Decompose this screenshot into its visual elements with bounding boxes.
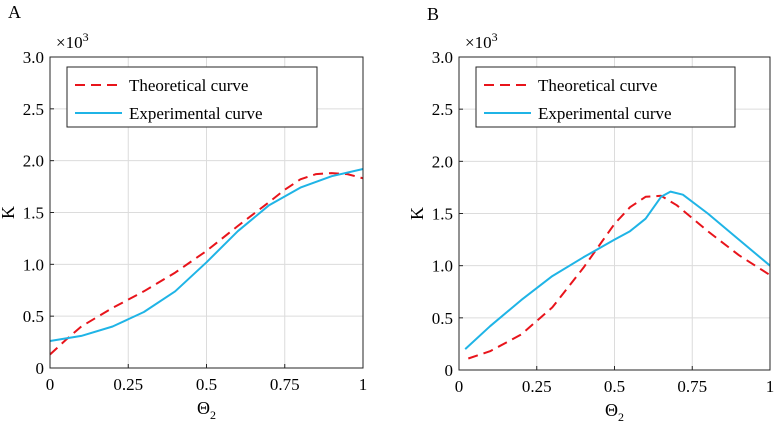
x-axis-label-main: Θ xyxy=(197,398,210,418)
x-tick-label: 0.5 xyxy=(196,375,217,394)
x-tick-label: 1 xyxy=(359,375,368,394)
y-tick-label: 1.0 xyxy=(23,255,44,274)
y-tick-label: 1.5 xyxy=(23,204,44,223)
panel-label: A xyxy=(8,2,21,22)
y-tick-label: 0.5 xyxy=(432,309,453,328)
legend-box xyxy=(475,66,736,128)
x-tick-label: 0.75 xyxy=(677,377,707,396)
multiplier-exponent: 3 xyxy=(492,30,498,44)
theoretical-curve-line xyxy=(467,194,771,360)
y-tick-label: 0 xyxy=(36,359,45,378)
x-axis-label: Θ2 xyxy=(197,398,216,422)
y-tick-label: 2.5 xyxy=(432,100,453,119)
experimental-curve-line xyxy=(49,168,364,342)
x-axis-label-subscript: 2 xyxy=(618,410,624,424)
legend-label-theoretical: Theoretical curve xyxy=(129,76,248,95)
panel-label: B xyxy=(427,4,439,24)
x-tick-label: 0 xyxy=(46,375,55,394)
y-tick-label: 2.0 xyxy=(23,152,44,171)
y-axis-multiplier: ×103 xyxy=(465,30,498,52)
panel-a: 0 0.25 0.5 0.75 1 0 0.5 1.0 1.5 2.0 2.5 3.0 ×103 K Θ2 A… xyxy=(0,2,367,422)
x-axis-label: Θ2 xyxy=(605,400,624,424)
legend-label-theoretical: Theoretical curve xyxy=(538,76,657,95)
y-tick-label: 0.5 xyxy=(23,307,44,326)
x-tick-label: 1 xyxy=(766,377,775,396)
x-axis-label-subscript: 2 xyxy=(210,408,216,422)
legend-label-experimental: Experimental curve xyxy=(129,104,263,123)
x-axis-label-main: Θ xyxy=(605,400,618,420)
y-tick-label: 1.5 xyxy=(432,205,453,224)
x-tick-label: 0.75 xyxy=(270,375,300,394)
y-tick-label: 1.0 xyxy=(432,257,453,276)
y-tick-label: 3.0 xyxy=(23,48,44,67)
x-tick-label: 0.5 xyxy=(604,377,625,396)
y-axis-label: K xyxy=(0,206,18,219)
y-tick-label: 0 xyxy=(445,361,454,380)
y-tick-label: 2.0 xyxy=(432,152,453,171)
x-tick-label: 0 xyxy=(455,377,464,396)
y-axis-label: K xyxy=(407,207,427,220)
theoretical-curve-line xyxy=(49,172,364,356)
multiplier-base: ×10 xyxy=(465,33,492,52)
experimental-curve-line xyxy=(464,190,771,350)
y-axis-multiplier: ×103 xyxy=(56,30,89,52)
x-tick-label: 0.25 xyxy=(522,377,552,396)
x-tick-label: 0.25 xyxy=(113,375,143,394)
multiplier-base: ×10 xyxy=(56,33,83,52)
legend-label-experimental: Experimental curve xyxy=(538,104,672,123)
multiplier-exponent: 3 xyxy=(83,30,89,44)
y-tick-label: 2.5 xyxy=(23,100,44,119)
legend-box xyxy=(66,66,318,128)
panel-b: 0 0.25 0.5 0.75 1 0 0.5 1.0 1.5 2.0 2.5 3.0 ×103 K Θ2 B… xyxy=(407,4,774,424)
y-tick-label: 3.0 xyxy=(432,48,453,67)
